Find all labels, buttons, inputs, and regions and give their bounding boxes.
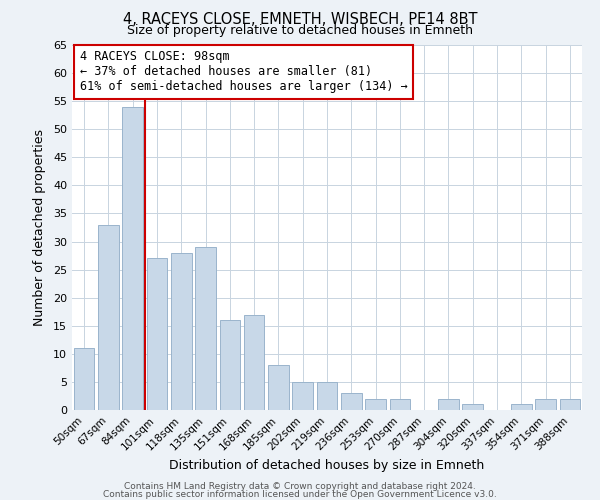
Bar [220, 320, 240, 410]
X-axis label: Distribution of detached houses by size in Emneth: Distribution of detached houses by size … [169, 458, 485, 471]
Bar [74, 348, 94, 410]
Bar [341, 393, 362, 410]
Bar [438, 399, 459, 410]
Bar [463, 404, 483, 410]
Bar [511, 404, 532, 410]
Text: Contains HM Land Registry data © Crown copyright and database right 2024.: Contains HM Land Registry data © Crown c… [124, 482, 476, 491]
Bar [365, 399, 386, 410]
Bar [535, 399, 556, 410]
Bar [244, 314, 265, 410]
Bar [171, 253, 191, 410]
Bar [268, 365, 289, 410]
Text: Contains public sector information licensed under the Open Government Licence v3: Contains public sector information licen… [103, 490, 497, 499]
Bar [195, 247, 216, 410]
Text: Size of property relative to detached houses in Emneth: Size of property relative to detached ho… [127, 24, 473, 37]
Y-axis label: Number of detached properties: Number of detached properties [33, 129, 46, 326]
Bar [560, 399, 580, 410]
Bar [122, 107, 143, 410]
Text: 4 RACEYS CLOSE: 98sqm
← 37% of detached houses are smaller (81)
61% of semi-deta: 4 RACEYS CLOSE: 98sqm ← 37% of detached … [80, 50, 407, 94]
Bar [292, 382, 313, 410]
Bar [389, 399, 410, 410]
Bar [98, 224, 119, 410]
Bar [146, 258, 167, 410]
Text: 4, RACEYS CLOSE, EMNETH, WISBECH, PE14 8BT: 4, RACEYS CLOSE, EMNETH, WISBECH, PE14 8… [123, 12, 477, 28]
Bar [317, 382, 337, 410]
